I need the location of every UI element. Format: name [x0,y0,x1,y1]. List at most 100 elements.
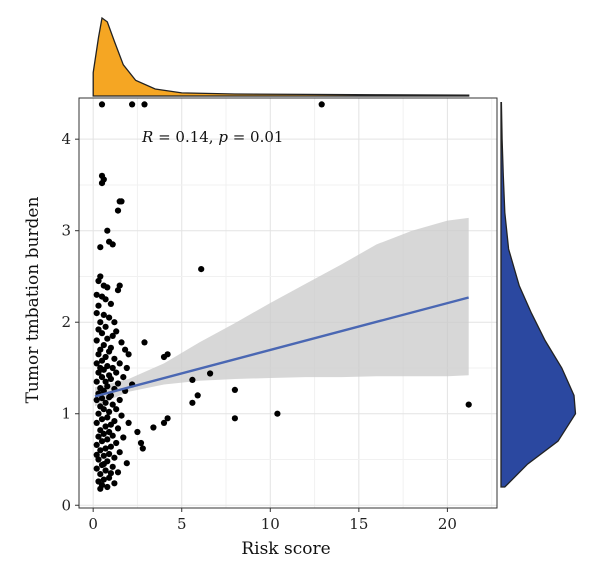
data-point [113,369,120,376]
data-point [137,439,145,447]
x-axis-title: Risk score [241,539,330,559]
data-point [123,364,130,372]
data-point [106,348,113,355]
data-point [98,357,106,364]
data-point [95,410,102,417]
data-point [150,424,157,431]
x-tick-label: 0 [88,515,98,533]
data-point [104,483,111,491]
annotation-p-text: = 0.01 [228,128,284,146]
data-point [134,428,141,436]
marginal-y-density-area [500,101,577,488]
data-point [118,198,125,205]
data-point [113,406,120,413]
y-tick-label: 3 [61,222,71,240]
data-point [102,399,109,406]
data-point [160,419,168,426]
data-point [100,461,107,468]
data-point [95,277,102,285]
x-tick-label: 10 [261,515,280,533]
data-point [100,311,107,318]
plot-border [78,97,498,509]
data-point [104,227,111,234]
confidence-band [94,217,469,407]
data-point [118,339,125,346]
data-point [97,447,104,454]
data-point [93,396,100,404]
data-point [98,374,106,381]
data-point [109,364,116,372]
data-point [98,395,106,402]
data-point [104,383,111,390]
data-point [106,450,113,458]
data-point [189,376,196,383]
x-tick-label: 5 [177,515,187,533]
regression-line-group [94,296,469,398]
data-point [120,434,127,441]
data-point [97,471,104,478]
x-tick-label: 15 [349,515,368,533]
data-point [98,438,106,445]
data-point [97,485,104,492]
data-point [116,449,123,456]
data-point [231,386,238,393]
data-point [102,423,109,430]
data-point [111,319,118,326]
data-point [98,101,106,108]
x-tick-label: 20 [438,515,457,533]
data-point [104,414,111,421]
data-point [129,101,136,108]
data-point [111,480,118,487]
data-point [274,410,281,417]
confidence-band-area [94,217,469,407]
marginal-x-density [92,16,470,97]
points [93,101,472,492]
data-point [93,378,100,385]
data-point [139,445,146,452]
data-point [465,401,472,408]
data-point [109,332,116,339]
y-tick-label: 0 [61,496,71,514]
data-point [114,380,122,387]
stat-annotation: R = 0.14, p = 0.01 [141,128,283,146]
data-point [194,392,201,399]
data-point [95,351,102,358]
data-point [104,335,111,342]
data-point [95,302,102,309]
data-point [109,241,116,248]
data-point [107,470,114,477]
data-point [189,399,196,406]
data-point [125,351,132,358]
x-ticks: 0 5 10 15 20 [88,508,457,533]
data-point [198,266,205,273]
data-point [125,419,132,426]
data-point [106,408,113,415]
data-point [98,172,106,179]
data-point [107,300,114,307]
data-point [102,445,109,452]
data-point [114,469,122,476]
data-point [104,436,111,443]
marginal-y-density [500,101,577,488]
data-point [98,330,106,337]
data-point [93,441,100,448]
data-point [118,412,125,419]
data-point [106,394,113,401]
data-point [102,296,109,303]
data-point [95,369,102,376]
data-point [111,355,118,362]
data-point [93,465,100,472]
data-point [93,360,100,367]
data-point [93,310,100,317]
data-point [109,401,116,408]
data-point [100,430,107,437]
data-point [318,101,325,108]
data-point [98,416,106,423]
data-point [97,319,104,326]
data-point [207,370,214,377]
data-point [107,421,114,428]
data-point [100,476,107,483]
y-ticks: 0 1 2 3 4 [61,130,79,514]
data-point [100,366,107,373]
data-point [93,337,100,344]
